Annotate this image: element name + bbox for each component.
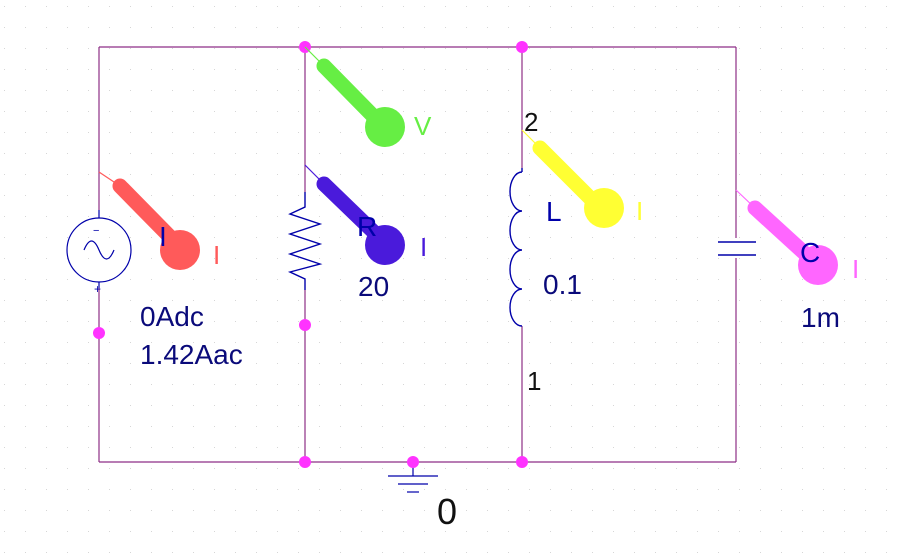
capacitor-name-label[interactable]: C — [800, 237, 820, 268]
source-current-probe[interactable]: I — [98, 171, 220, 270]
capacitor-plates-icon[interactable] — [718, 241, 756, 256]
inductor-pin-2-label: 2 — [524, 107, 538, 137]
pin-dot[interactable] — [299, 319, 311, 331]
schematic-grid — [4, 6, 887, 553]
source-name-label[interactable]: I — [159, 221, 167, 252]
capacitor-current-probe[interactable]: I — [735, 189, 859, 285]
source-ac-value[interactable]: 1.42Aac — [140, 339, 243, 370]
junction-dot[interactable] — [516, 456, 528, 468]
source-dc-value[interactable]: 0Adc — [140, 301, 204, 332]
source-plus-sign: + — [94, 282, 101, 296]
resistor-value-label[interactable]: 20 — [358, 271, 389, 302]
ac-current-source-icon[interactable]: − + — [66, 210, 132, 296]
junction-dots — [93, 41, 528, 468]
inductor-value-label[interactable]: 0.1 — [543, 269, 582, 300]
current-probe-icon: I — [852, 254, 859, 284]
node-voltage-probe[interactable]: V — [304, 46, 432, 147]
voltage-probe-icon: V — [414, 111, 432, 141]
junction-dot[interactable] — [516, 41, 528, 53]
current-probe-icon: I — [636, 196, 643, 226]
junction-dot[interactable] — [299, 456, 311, 468]
resistor-zigzag-icon[interactable] — [287, 192, 323, 290]
resistor-name-label[interactable]: R — [357, 211, 377, 242]
ground-net-label[interactable]: 0 — [437, 491, 457, 532]
inductor-coil-icon[interactable] — [509, 168, 523, 327]
inductor-current-probe[interactable]: I — [521, 129, 643, 228]
pin-dot[interactable] — [93, 327, 105, 339]
component-labels: I 0Adc 1.42Aac R 20 2 L 0.1 1 C 1m 0 — [140, 107, 840, 532]
current-probe-icon: I — [213, 240, 220, 270]
junction-dot[interactable] — [407, 456, 419, 468]
ground-symbol-icon[interactable] — [388, 462, 438, 493]
inductor-pin-1-label: 1 — [527, 366, 541, 396]
current-probe-icon: I — [420, 232, 427, 262]
source-minus-sign: − — [93, 225, 99, 237]
inductor-name-label[interactable]: L — [546, 196, 562, 227]
capacitor-value-label[interactable]: 1m — [801, 302, 840, 333]
resistor-current-probe[interactable]: I — [304, 164, 427, 265]
